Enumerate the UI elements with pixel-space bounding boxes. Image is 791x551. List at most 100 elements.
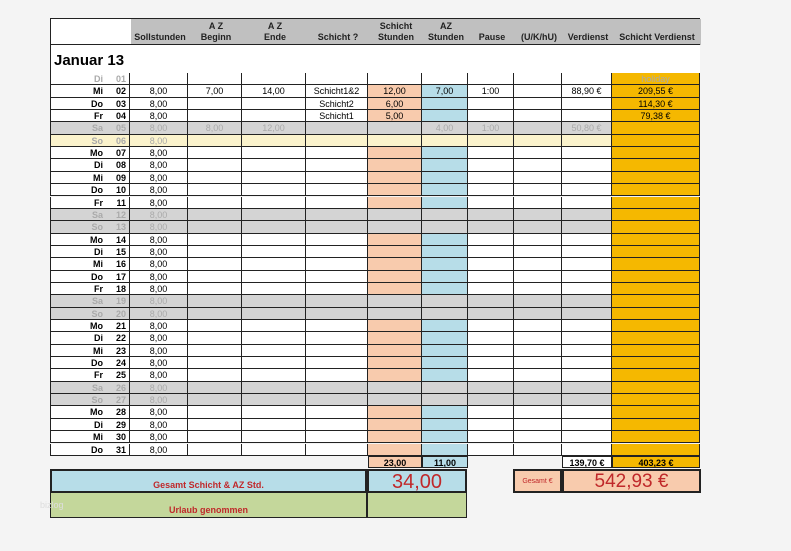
table-cell[interactable] <box>562 97 612 111</box>
table-cell[interactable] <box>368 122 422 135</box>
table-cell[interactable] <box>468 381 514 395</box>
table-cell[interactable] <box>242 320 306 333</box>
table-cell[interactable]: 8,00 <box>130 171 188 185</box>
urlaub-value[interactable] <box>367 493 467 518</box>
table-cell[interactable] <box>188 369 242 382</box>
table-cell[interactable] <box>188 344 242 358</box>
table-cell[interactable] <box>468 344 514 358</box>
table-cell[interactable] <box>422 295 468 308</box>
table-cell[interactable] <box>562 73 612 86</box>
table-cell[interactable] <box>368 245 422 259</box>
table-cell[interactable] <box>468 307 514 320</box>
table-cell[interactable] <box>188 307 242 320</box>
table-cell[interactable] <box>368 208 422 222</box>
table-cell[interactable] <box>422 369 468 382</box>
table-cell[interactable] <box>562 295 612 308</box>
table-cell[interactable]: Schicht2 <box>306 97 368 111</box>
table-cell[interactable] <box>514 221 562 234</box>
table-cell[interactable] <box>368 357 422 370</box>
table-cell[interactable] <box>612 171 700 185</box>
table-cell[interactable] <box>612 431 700 444</box>
table-cell[interactable] <box>468 134 514 148</box>
table-cell[interactable] <box>368 258 422 271</box>
table-cell[interactable] <box>306 258 368 271</box>
table-cell[interactable] <box>612 221 700 234</box>
table-cell[interactable] <box>188 282 242 296</box>
table-cell[interactable] <box>422 344 468 358</box>
table-cell[interactable] <box>514 332 562 345</box>
table-cell[interactable] <box>242 110 306 123</box>
table-cell[interactable]: 8,00 <box>130 320 188 333</box>
table-cell[interactable] <box>242 147 306 160</box>
table-cell[interactable] <box>422 270 468 283</box>
table-cell[interactable] <box>514 406 562 419</box>
table-cell[interactable] <box>306 344 368 358</box>
table-cell[interactable] <box>422 196 468 209</box>
table-cell[interactable] <box>242 208 306 222</box>
table-cell[interactable] <box>242 369 306 382</box>
table-cell[interactable] <box>422 258 468 271</box>
table-cell[interactable] <box>306 307 368 320</box>
table-cell[interactable] <box>468 332 514 345</box>
table-cell[interactable] <box>306 282 368 296</box>
table-cell[interactable] <box>188 97 242 111</box>
table-cell[interactable]: 1:00 <box>468 85 514 98</box>
table-cell[interactable] <box>306 381 368 395</box>
table-cell[interactable] <box>562 394 612 407</box>
table-cell[interactable] <box>562 233 612 246</box>
table-cell[interactable] <box>306 196 368 209</box>
table-cell[interactable] <box>612 357 700 370</box>
table-cell[interactable]: 7,00 <box>422 85 468 98</box>
table-cell[interactable] <box>468 184 514 197</box>
table-cell[interactable] <box>188 134 242 148</box>
table-cell[interactable] <box>562 332 612 345</box>
table-cell[interactable]: 8,00 <box>130 344 188 358</box>
table-cell[interactable]: 6,00 <box>368 97 422 111</box>
table-cell[interactable] <box>562 196 612 209</box>
table-cell[interactable]: 8,00 <box>130 369 188 382</box>
table-cell[interactable]: 8,00 <box>130 196 188 209</box>
table-cell[interactable] <box>368 282 422 296</box>
table-cell[interactable] <box>422 418 468 432</box>
table-cell[interactable] <box>368 134 422 148</box>
table-cell[interactable] <box>514 159 562 172</box>
table-cell[interactable] <box>422 307 468 320</box>
table-cell[interactable]: 12,00 <box>242 122 306 135</box>
table-cell[interactable] <box>306 295 368 308</box>
table-cell[interactable] <box>242 418 306 432</box>
table-cell[interactable] <box>306 159 368 172</box>
table-cell[interactable] <box>514 443 562 456</box>
table-cell[interactable] <box>422 443 468 456</box>
table-cell[interactable] <box>306 369 368 382</box>
table-cell[interactable] <box>514 381 562 395</box>
table-cell[interactable] <box>468 233 514 246</box>
table-cell[interactable] <box>562 344 612 358</box>
table-cell[interactable] <box>368 369 422 382</box>
table-cell[interactable] <box>514 208 562 222</box>
table-cell[interactable] <box>612 208 700 222</box>
table-cell[interactable]: 8,00 <box>130 245 188 259</box>
table-cell[interactable] <box>368 307 422 320</box>
table-cell[interactable] <box>562 245 612 259</box>
table-cell[interactable] <box>562 147 612 160</box>
table-cell[interactable] <box>468 295 514 308</box>
table-cell[interactable]: 14,00 <box>242 85 306 98</box>
table-cell[interactable] <box>242 381 306 395</box>
table-cell[interactable]: 8,00 <box>130 134 188 148</box>
table-cell[interactable] <box>368 295 422 308</box>
table-cell[interactable] <box>514 97 562 111</box>
table-cell[interactable] <box>188 184 242 197</box>
table-cell[interactable] <box>422 406 468 419</box>
table-cell[interactable] <box>612 184 700 197</box>
table-cell[interactable] <box>562 307 612 320</box>
table-cell[interactable] <box>612 134 700 148</box>
table-cell[interactable] <box>306 208 368 222</box>
table-cell[interactable] <box>562 221 612 234</box>
table-cell[interactable] <box>562 320 612 333</box>
table-cell[interactable] <box>422 73 468 86</box>
table-cell[interactable] <box>242 73 306 86</box>
table-cell[interactable] <box>188 147 242 160</box>
table-cell[interactable] <box>242 295 306 308</box>
table-cell[interactable] <box>188 332 242 345</box>
table-cell[interactable] <box>422 97 468 111</box>
